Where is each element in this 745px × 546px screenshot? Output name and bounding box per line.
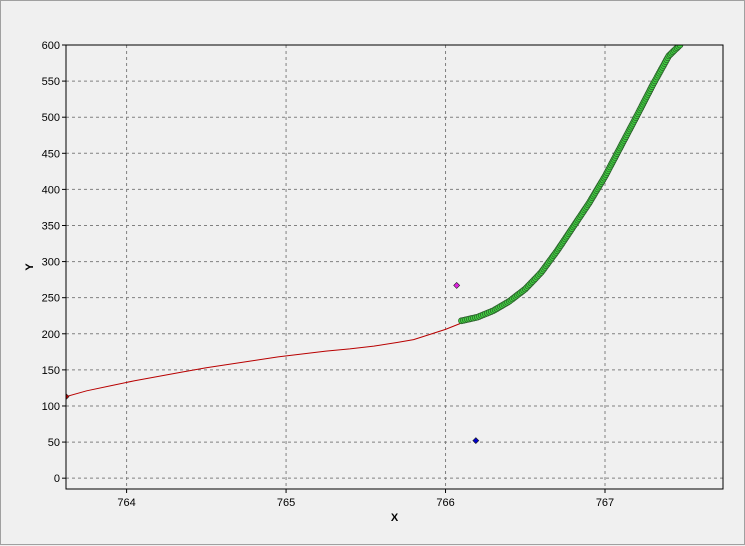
series-layer	[66, 45, 684, 445]
y-tick-label: 300	[42, 257, 60, 269]
y-axis-title: Y	[24, 263, 36, 271]
plot-area	[66, 45, 723, 489]
y-tick-label: 550	[42, 76, 60, 88]
diamond-marker	[453, 281, 461, 289]
diamond-marker	[66, 393, 70, 401]
y-tick-label: 150	[42, 365, 60, 377]
ticks: 764 765 766 767 0 50 100 150 200 250 300 350 400 450 5…	[42, 40, 615, 509]
x-tick-label: 767	[596, 497, 614, 509]
y-tick-label: 500	[42, 112, 60, 124]
y-tick-label: 250	[42, 293, 60, 305]
series-line	[66, 322, 462, 398]
y-tick-label: 400	[42, 184, 60, 196]
y-tick-label: 200	[42, 329, 60, 341]
y-tick-label: 600	[42, 40, 60, 52]
x-tick-label: 766	[436, 497, 454, 509]
y-tick-label: 100	[42, 401, 60, 413]
x-tick-label: 764	[117, 497, 135, 509]
y-tick-label: 450	[42, 148, 60, 160]
plot-border	[65, 44, 724, 490]
y-tick-label: 0	[54, 473, 60, 485]
x-axis-title: X	[391, 512, 399, 524]
y-tick-label: 350	[42, 220, 60, 232]
circle-marker	[676, 45, 684, 49]
diamond-marker	[472, 437, 480, 445]
x-tick-label: 765	[277, 497, 295, 509]
y-tick-label: 50	[48, 437, 60, 449]
